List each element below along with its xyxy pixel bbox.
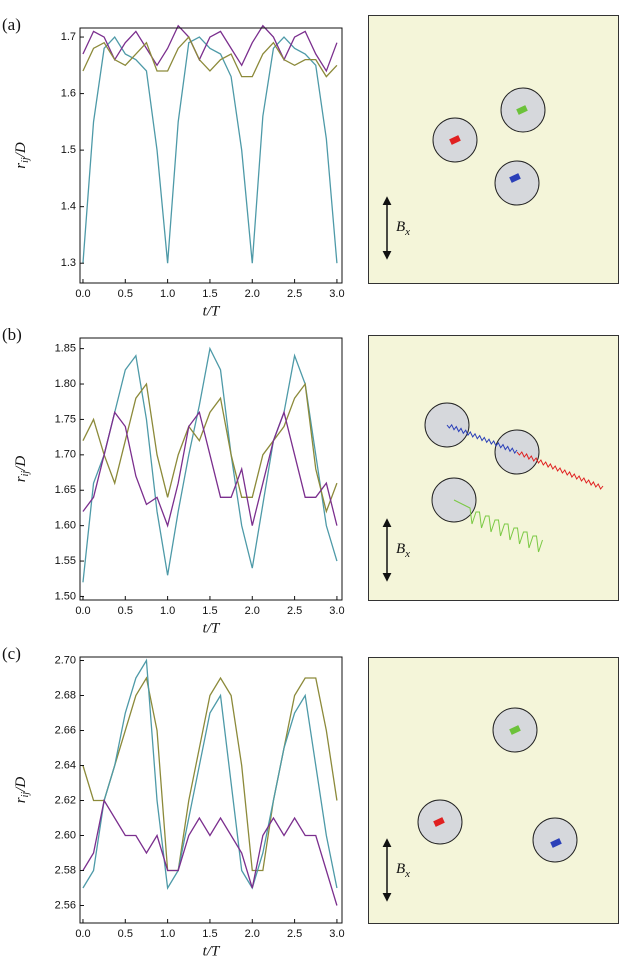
x-tick-label: 0.0: [75, 605, 90, 617]
x-tick-label: 1.0: [160, 928, 175, 940]
x-tick-label: 2.0: [245, 928, 260, 940]
x-tick-label: 0.0: [75, 928, 90, 940]
panel-label: (b): [2, 325, 22, 344]
y-axis-label: rij/D: [13, 142, 31, 169]
series-line: [82, 798, 338, 906]
x-tick-label: 3.0: [329, 928, 344, 940]
y-tick-label: 1.70: [55, 449, 76, 461]
field-subscript: x: [404, 226, 410, 238]
particle: [494, 160, 540, 206]
diagram-box: [368, 657, 619, 924]
y-tick-label: 1.60: [55, 520, 76, 532]
series-line: [82, 658, 338, 890]
x-tick-label: 3.0: [329, 288, 344, 300]
diagram-box: [368, 15, 619, 284]
y-tick-label: 2.62: [55, 794, 76, 806]
field-subscript: x: [404, 548, 410, 560]
y-tick-label: 1.4: [61, 201, 76, 213]
field-label: Bx: [396, 861, 410, 879]
y-label-rest: /D: [13, 777, 29, 793]
y-tick-label: 1.50: [55, 590, 76, 602]
x-tick-label: 2.5: [287, 928, 302, 940]
trajectory: [516, 105, 528, 115]
x-axis-label: t/T: [203, 303, 221, 319]
x-tick-label: 1.5: [202, 605, 217, 617]
y-tick-label: 1.3: [61, 257, 76, 269]
x-tick-label: 1.5: [202, 928, 217, 940]
y-tick-label: 2.64: [55, 759, 76, 771]
field-subscript: x: [404, 868, 410, 880]
y-label-subscript: ij: [20, 792, 31, 798]
y-tick-label: 2.56: [55, 899, 76, 911]
x-tick-label: 0.0: [75, 288, 90, 300]
plot-frame: [79, 337, 343, 601]
particle: [532, 817, 578, 863]
x-tick-label: 0.5: [118, 605, 133, 617]
y-label-rest: /D: [13, 142, 29, 158]
series-line: [82, 410, 338, 528]
panel-label: (a): [2, 15, 21, 34]
x-tick-label: 1.0: [160, 605, 175, 617]
y-axis-label: rij/D: [13, 777, 31, 804]
y-label-rest: /D: [13, 456, 29, 472]
diagram-box: [368, 335, 619, 601]
y-axis-label: rij/D: [13, 456, 31, 483]
y-tick-label: 1.5: [61, 144, 76, 156]
y-label-symbol: r: [13, 476, 29, 482]
y-label-symbol: r: [13, 797, 29, 803]
y-tick-label: 2.70: [55, 654, 76, 666]
x-tick-label: 2.5: [287, 288, 302, 300]
trajectory: [516, 451, 604, 490]
y-tick-label: 2.58: [55, 864, 76, 876]
series-line: [82, 346, 338, 583]
x-tick-label: 0.5: [118, 928, 133, 940]
plot-frame: [79, 656, 343, 924]
y-tick-label: 1.55: [55, 555, 76, 567]
field-symbol: B: [396, 861, 405, 877]
x-tick-label: 3.0: [329, 605, 344, 617]
x-tick-label: 1.0: [160, 288, 175, 300]
trajectory: [550, 838, 562, 848]
series-line: [82, 382, 338, 514]
field-symbol: B: [396, 541, 405, 557]
field-label: Bx: [396, 219, 410, 237]
trajectory: [509, 173, 521, 183]
x-tick-label: 1.5: [202, 288, 217, 300]
y-tick-label: 1.65: [55, 484, 76, 496]
trajectory: [433, 817, 445, 827]
x-tick-label: 2.0: [245, 288, 260, 300]
y-tick-label: 1.6: [61, 87, 76, 99]
y-tick-label: 1.80: [55, 378, 76, 390]
x-axis-label: t/T: [203, 620, 221, 636]
x-tick-label: 2.0: [245, 605, 260, 617]
y-tick-label: 2.68: [55, 689, 76, 701]
series-line: [82, 35, 338, 264]
y-tick-label: 2.60: [55, 829, 76, 841]
y-label-subscript: ij: [20, 471, 31, 477]
trajectory: [449, 135, 461, 145]
x-tick-label: 2.5: [287, 605, 302, 617]
series-line: [82, 35, 338, 78]
x-axis-label: t/T: [203, 943, 221, 959]
trajectory: [509, 725, 521, 735]
trajectory: [453, 499, 543, 553]
field-symbol: B: [396, 219, 405, 235]
trajectory: [446, 423, 518, 455]
plot-frame: [79, 27, 343, 284]
series-line: [82, 24, 338, 73]
y-tick-label: 1.75: [55, 413, 76, 425]
y-tick-label: 2.66: [55, 724, 76, 736]
y-tick-label: 1.7: [61, 31, 76, 43]
x-tick-label: 0.5: [118, 288, 133, 300]
field-label: Bx: [396, 541, 410, 559]
y-label-symbol: r: [13, 163, 29, 169]
series-line: [82, 676, 338, 872]
y-label-subscript: ij: [20, 157, 31, 163]
panel-label: (c): [2, 644, 21, 663]
y-tick-label: 1.85: [55, 343, 76, 355]
